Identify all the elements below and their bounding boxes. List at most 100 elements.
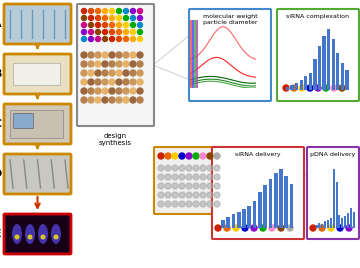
Circle shape [179,192,185,198]
Text: siRNA delivery: siRNA delivery [235,152,281,157]
Circle shape [117,29,122,35]
Bar [332,39,335,90]
Circle shape [179,165,185,171]
Circle shape [193,201,199,207]
Circle shape [123,36,129,42]
Circle shape [95,36,100,42]
Text: siRNA complexation: siRNA complexation [287,14,350,19]
Circle shape [130,70,136,76]
Circle shape [287,225,293,231]
Circle shape [193,192,199,198]
Circle shape [109,79,115,85]
Circle shape [102,70,108,76]
Circle shape [123,16,129,20]
Text: B: B [0,69,2,79]
Circle shape [214,153,220,159]
Bar [345,70,348,90]
Circle shape [172,174,178,180]
Ellipse shape [54,234,58,240]
Bar [318,46,321,90]
Bar [341,218,343,228]
Ellipse shape [40,234,45,240]
Text: C: C [0,119,2,129]
Bar [309,73,312,90]
Circle shape [158,192,164,198]
Circle shape [81,29,86,35]
Bar [269,178,272,228]
Circle shape [95,88,101,94]
Circle shape [109,36,114,42]
Circle shape [109,23,114,28]
Circle shape [88,61,94,67]
Circle shape [123,70,129,76]
Circle shape [88,52,94,58]
Bar [237,211,240,228]
Circle shape [137,79,143,85]
Circle shape [89,16,94,20]
Text: E: E [0,229,2,239]
Circle shape [200,192,206,198]
Text: design
synthesis: design synthesis [99,133,132,146]
Circle shape [165,183,171,189]
Circle shape [186,165,192,171]
Bar [290,184,293,228]
Circle shape [88,70,94,76]
Circle shape [123,61,129,67]
Circle shape [307,85,313,91]
FancyBboxPatch shape [4,4,71,44]
Circle shape [172,183,178,189]
Circle shape [215,225,221,231]
Circle shape [315,85,321,91]
Bar [313,59,316,90]
Bar [341,63,344,90]
Circle shape [214,183,220,189]
Circle shape [207,153,213,159]
Circle shape [102,79,108,85]
Circle shape [130,23,135,28]
Bar [258,192,262,228]
Circle shape [200,183,206,189]
Circle shape [193,174,199,180]
Circle shape [186,153,192,159]
Circle shape [116,88,122,94]
Text: pDNA delivery: pDNA delivery [310,152,356,157]
Circle shape [81,52,87,58]
Circle shape [186,201,192,207]
Circle shape [130,61,136,67]
Bar [263,185,267,228]
Circle shape [138,29,143,35]
Bar [319,223,320,228]
Circle shape [207,165,213,171]
Circle shape [179,174,185,180]
Bar [336,182,338,228]
Circle shape [95,61,101,67]
Circle shape [138,23,143,28]
Bar [327,220,329,228]
Circle shape [207,183,213,189]
Circle shape [323,85,329,91]
Circle shape [116,61,122,67]
Ellipse shape [25,224,35,244]
Circle shape [179,183,185,189]
Circle shape [278,225,284,231]
Circle shape [179,153,185,159]
Circle shape [123,88,129,94]
FancyBboxPatch shape [277,9,359,101]
Ellipse shape [14,234,19,240]
Circle shape [207,192,213,198]
Circle shape [88,79,94,85]
Circle shape [81,9,86,13]
Circle shape [130,16,135,20]
Bar [300,80,303,90]
Circle shape [109,29,114,35]
Circle shape [81,88,87,94]
Circle shape [116,97,122,103]
FancyBboxPatch shape [4,54,71,94]
Circle shape [116,52,122,58]
Bar [291,85,294,90]
Circle shape [117,23,122,28]
Circle shape [165,192,171,198]
Circle shape [172,192,178,198]
Circle shape [95,23,100,28]
Bar [286,87,289,90]
